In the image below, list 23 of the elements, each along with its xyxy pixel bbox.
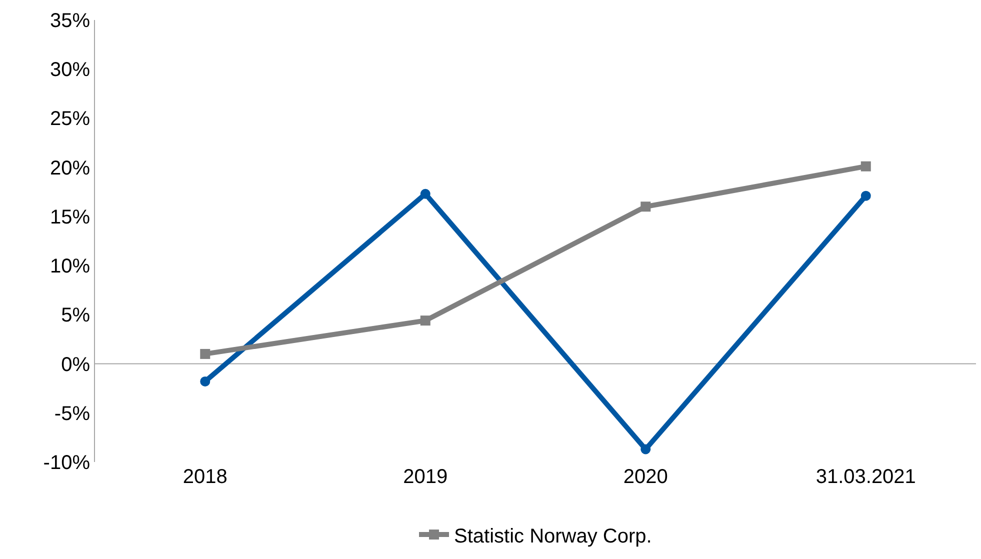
x-tick-label: 2018 <box>182 466 228 488</box>
x-tick-label: 31.03.2021 <box>816 466 916 488</box>
y-tick-label: 0% <box>61 354 90 376</box>
point <box>640 202 651 212</box>
point <box>420 316 430 326</box>
x-tick-label: 2020 <box>623 466 668 488</box>
y-tick-label: 15% <box>50 206 90 228</box>
y-tick-label: 35% <box>50 10 90 32</box>
point <box>200 348 210 359</box>
y-tick-label: 25% <box>50 108 90 130</box>
point <box>860 190 871 201</box>
point <box>420 188 430 199</box>
point <box>860 161 871 172</box>
y-tick-label: 10% <box>50 256 90 278</box>
y-tick-label: 5% <box>61 304 90 327</box>
point <box>200 376 210 386</box>
y-tick-label: 30% <box>50 59 90 82</box>
y-tick-label: -5% <box>54 402 90 425</box>
y-tick-label: -10% <box>43 452 90 474</box>
x-tick-label: 2019 <box>403 466 448 488</box>
point <box>640 444 651 454</box>
y-tick-label: 20% <box>50 157 90 180</box>
legend-label: Statistic Norway Corp. <box>454 525 652 548</box>
